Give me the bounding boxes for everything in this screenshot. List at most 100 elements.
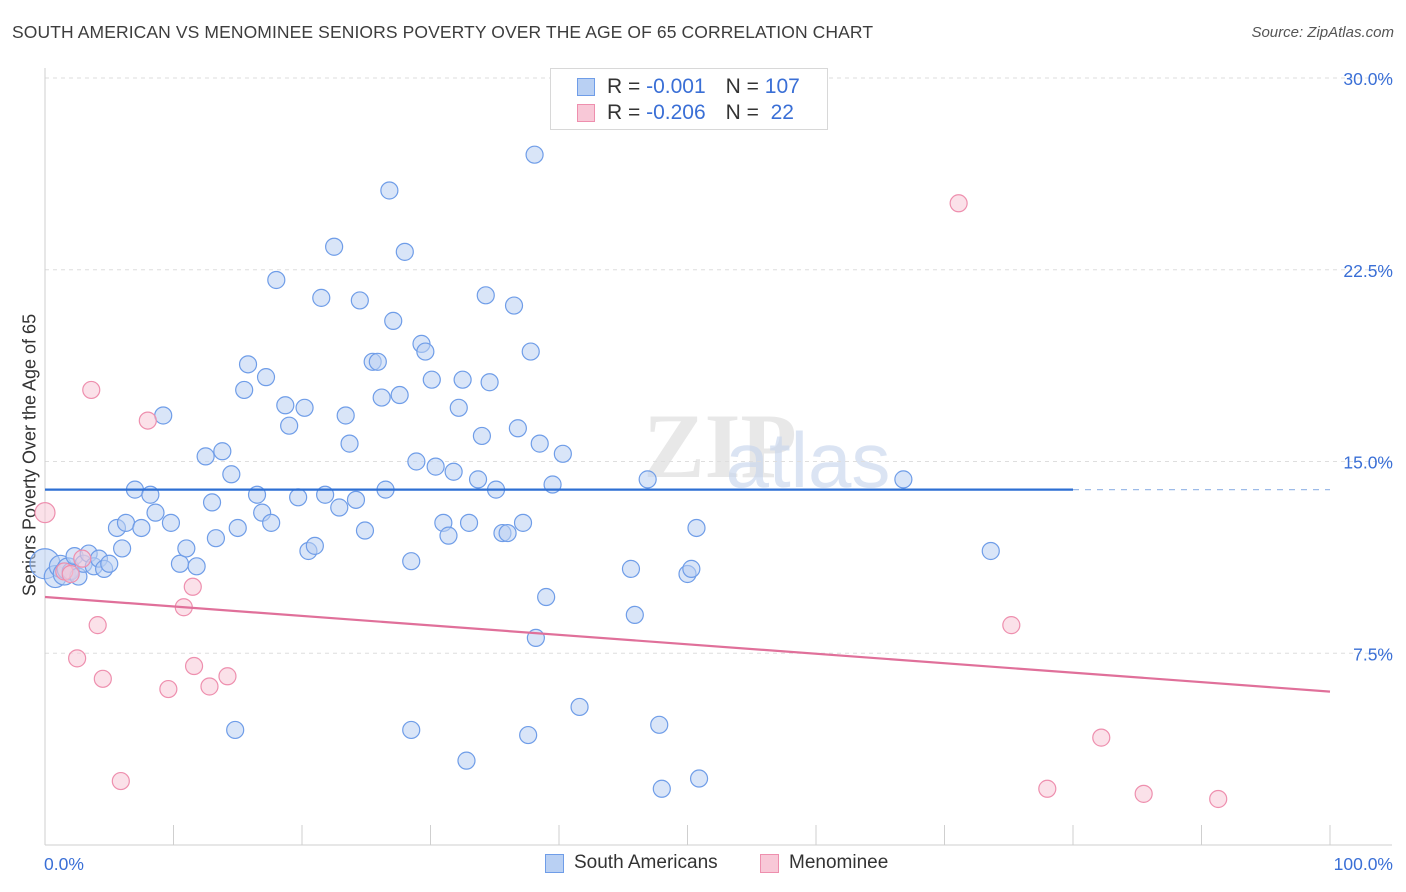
south-american-point xyxy=(340,434,359,453)
legend-item-south-americans[interactable]: South Americans xyxy=(545,852,718,874)
south-american-point xyxy=(202,493,222,512)
watermark-zip: ZIP xyxy=(643,395,796,497)
menominee-point xyxy=(1134,784,1153,803)
stats-legend: R = -0.001 N = 107 R = -0.206 N = 22 xyxy=(550,68,828,130)
south-american-point xyxy=(350,291,369,310)
south-american-point xyxy=(336,406,355,425)
y-tick-label: 22.5% xyxy=(1343,261,1393,281)
south-american-point xyxy=(439,526,458,545)
watermark-atlas: atlas xyxy=(726,416,891,504)
menominee-point xyxy=(1209,789,1228,809)
south-american-point xyxy=(380,181,399,200)
south-american-point xyxy=(305,536,324,555)
south-american-point xyxy=(312,288,331,307)
south-american-point xyxy=(325,237,344,256)
south-american-point xyxy=(402,720,421,740)
south-american-point xyxy=(262,513,281,532)
south-american-point xyxy=(444,462,463,481)
south-american-point xyxy=(116,513,136,532)
south-american-point xyxy=(187,557,206,576)
south-american-point xyxy=(638,470,657,489)
south-american-point xyxy=(682,559,701,578)
south-american-point xyxy=(652,779,671,798)
south-american-point xyxy=(650,715,669,734)
south-american-point xyxy=(519,725,538,745)
south-american-point xyxy=(295,398,314,417)
south-american-point xyxy=(112,539,132,558)
south-american-point xyxy=(472,426,491,446)
south-american-point xyxy=(422,370,441,389)
south-american-point xyxy=(402,552,421,571)
n-label: N = xyxy=(725,75,765,98)
south-american-point xyxy=(372,388,391,407)
menominee-point xyxy=(61,564,80,584)
menominee-point xyxy=(218,667,237,686)
source-label: Source: ZipAtlas.com xyxy=(1251,24,1394,41)
legend-label-menominee: Menominee xyxy=(789,852,889,873)
menominee-point xyxy=(949,194,968,213)
south-american-point xyxy=(981,541,1000,561)
south-american-point xyxy=(453,370,472,389)
south-american-point xyxy=(213,442,232,461)
menominee-point xyxy=(73,549,92,568)
legend-label-south-americans: South Americans xyxy=(574,852,718,873)
legend-item-menominee[interactable]: Menominee xyxy=(760,852,888,874)
r-value: -0.206 xyxy=(646,101,706,124)
south-american-point xyxy=(530,434,549,453)
south-american-point xyxy=(384,311,403,330)
menominee-point xyxy=(111,771,130,791)
south-american-point xyxy=(508,419,527,438)
n-value: 22 xyxy=(764,101,794,124)
south-american-point xyxy=(521,342,540,361)
legend-swatch-menominee xyxy=(760,853,779,873)
menominee-point xyxy=(183,577,202,596)
y-tick-label: 7.5% xyxy=(1353,644,1393,664)
south-american-point xyxy=(457,751,476,770)
stats-row-menominee: R = -0.206 N = 22 xyxy=(551,100,794,126)
south-american-point xyxy=(513,513,533,532)
south-american-point xyxy=(132,518,151,538)
south-american-point xyxy=(468,470,488,489)
south-american-point xyxy=(407,452,426,471)
south-american-point xyxy=(894,470,913,489)
y-tick-label: 30.0% xyxy=(1343,69,1393,89)
south-american-point xyxy=(525,145,544,164)
south-american-point xyxy=(100,554,119,573)
south-american-point xyxy=(222,465,241,484)
south-american-point xyxy=(480,373,499,392)
y-tick-label: 15.0% xyxy=(1343,453,1393,473)
n-label: N = xyxy=(725,101,765,124)
south-american-point xyxy=(689,769,709,788)
menominee-point xyxy=(184,656,204,676)
menominee-point xyxy=(34,502,56,524)
south-american-point xyxy=(267,270,286,290)
south-american-point xyxy=(449,398,468,417)
south-american-point xyxy=(476,286,495,305)
south-american-point xyxy=(395,242,414,261)
south-american-point xyxy=(177,539,196,558)
menominee-point xyxy=(138,411,157,430)
south-american-point xyxy=(330,498,349,517)
south-american-point xyxy=(170,554,190,573)
south-american-point xyxy=(687,518,706,538)
menominee-trend-line xyxy=(44,595,1331,693)
south-american-point xyxy=(235,380,254,400)
menominee-point xyxy=(82,380,101,400)
south-american-point xyxy=(196,447,215,466)
south-american-point xyxy=(625,605,644,625)
menominee-point xyxy=(1038,779,1057,798)
r-label: R = xyxy=(607,101,647,124)
south-american-point xyxy=(238,355,258,374)
south-american-point xyxy=(280,416,299,435)
south-american-point xyxy=(553,444,572,463)
south-american-point xyxy=(355,521,375,540)
swatch-menominee xyxy=(577,104,595,122)
r-value: -0.001 xyxy=(646,75,706,98)
south-american-point xyxy=(206,529,226,548)
menominee-point xyxy=(200,677,219,696)
chart-title: SOUTH AMERICAN VS MENOMINEE SENIORS POVE… xyxy=(12,22,874,42)
menominee-point xyxy=(93,669,112,688)
menominee-point xyxy=(88,616,107,635)
x-tick-label: 100.0% xyxy=(1334,854,1393,874)
menominee-point xyxy=(1002,616,1021,635)
